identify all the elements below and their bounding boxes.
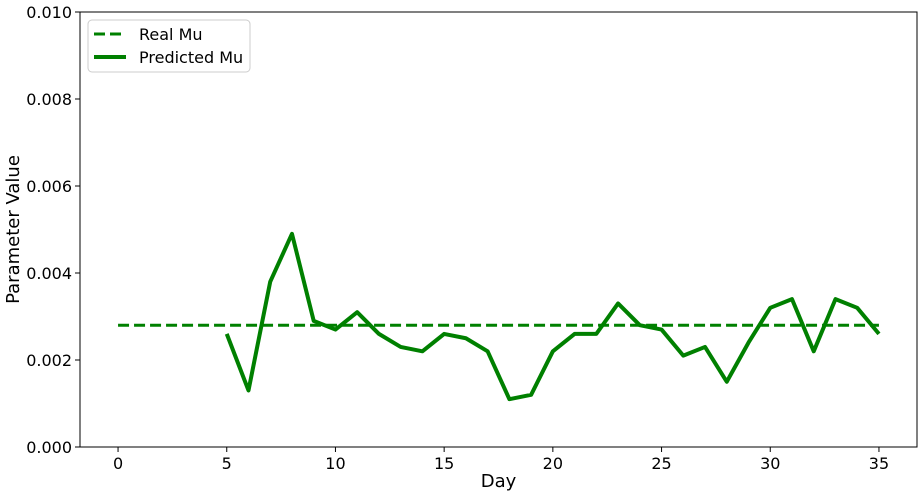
- legend-label: Predicted Mu: [139, 48, 243, 67]
- x-tick-label: 5: [222, 454, 232, 473]
- y-tick-label: 0.008: [26, 90, 72, 109]
- series-layer: [118, 231, 881, 402]
- x-tick-label: 0: [113, 454, 123, 473]
- plot-area: [79, 11, 918, 448]
- legend-box: [87, 19, 251, 73]
- series-line-predicted-mu: [224, 231, 881, 402]
- y-tick-label: 0.010: [26, 3, 72, 22]
- x-tick-label: 20: [543, 454, 563, 473]
- y-axis: 0.000 0.002 0.004 0.006 0.008 0.010: [26, 3, 80, 457]
- y-tick-label: 0.000: [26, 438, 72, 457]
- legend-label: Real Mu: [139, 25, 203, 44]
- y-tick-label: 0.002: [26, 351, 72, 370]
- x-tick-label: 35: [869, 454, 889, 473]
- x-tick-label: 10: [325, 454, 345, 473]
- y-axis-label: Parameter Value: [3, 155, 24, 304]
- x-tick-label: 25: [651, 454, 671, 473]
- y-tick-label: 0.006: [26, 177, 72, 196]
- x-tick-label: 15: [434, 454, 454, 473]
- x-tick-label: 30: [760, 454, 780, 473]
- legend: Real Mu Predicted Mu: [87, 19, 251, 73]
- x-axis-label: Day: [481, 471, 517, 492]
- y-tick-label: 0.004: [26, 264, 72, 283]
- x-axis: 0 5 10 15 20 25 30 35: [113, 447, 889, 473]
